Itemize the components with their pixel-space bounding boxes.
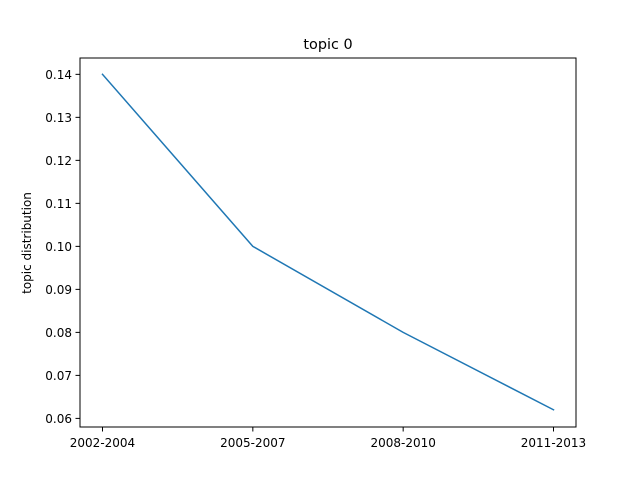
y-tick-label: 0.07 — [45, 369, 72, 383]
plot-area — [101, 73, 555, 411]
y-tick-label: 0.14 — [45, 68, 72, 82]
y-tick-label: 0.06 — [45, 412, 72, 426]
y-tick-label: 0.11 — [45, 197, 72, 211]
x-tick-label: 2002-2004 — [70, 436, 135, 450]
y-axis-label: topic distribution — [20, 192, 34, 294]
chart-title: topic 0 — [303, 37, 352, 53]
x-tick-label: 2005-2007 — [220, 436, 285, 450]
y-tick-label: 0.10 — [45, 240, 72, 254]
y-tick-label: 0.08 — [45, 326, 72, 340]
series-line — [101, 73, 555, 411]
y-axis: 0.06 0.07 0.08 0.09 0.10 0.11 0.12 0.13 0.14 — [45, 68, 80, 426]
x-tick-label: 2008-2010 — [370, 436, 435, 450]
plot-frame — [79, 57, 577, 428]
x-axis: 2002-2004 2005-2007 2008-2010 2011-2013 — [70, 427, 586, 450]
y-tick-label: 0.12 — [45, 154, 72, 168]
y-tick-label: 0.09 — [45, 283, 72, 297]
y-tick-label: 0.13 — [45, 111, 72, 125]
x-tick-label: 2011-2013 — [521, 436, 586, 450]
